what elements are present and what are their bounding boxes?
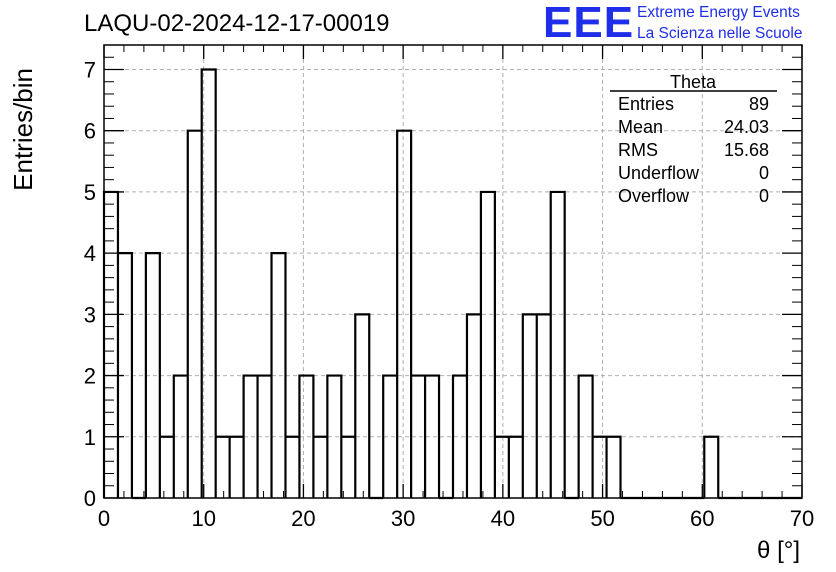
stats-value: 15.68 bbox=[724, 140, 769, 160]
y-tick-label: 3 bbox=[84, 302, 96, 327]
y-tick-label: 2 bbox=[84, 364, 96, 389]
y-axis-label: Entries/bin bbox=[8, 68, 38, 191]
stats-name: Theta bbox=[670, 72, 717, 92]
y-tick-label: 7 bbox=[84, 57, 96, 82]
stats-label: RMS bbox=[618, 140, 658, 160]
y-tick-label: 0 bbox=[84, 486, 96, 511]
y-tick-label: 4 bbox=[84, 241, 96, 266]
x-tick-label: 50 bbox=[590, 506, 614, 531]
stats-label: Mean bbox=[618, 117, 663, 137]
y-tick-label: 1 bbox=[84, 425, 96, 450]
page-title: LAQU-02-2024-12-17-00019 bbox=[84, 10, 390, 37]
eee-logo-line1: Extreme Energy Events bbox=[637, 4, 800, 21]
x-tick-label: 40 bbox=[491, 506, 515, 531]
stats-label: Overflow bbox=[618, 186, 690, 206]
x-tick-label: 10 bbox=[191, 506, 215, 531]
plot-frame bbox=[103, 44, 803, 499]
axis-ticks bbox=[103, 45, 803, 499]
axis-tick-labels: 0 10 20 30 40 50 60 70 0 1 2 3 4 5 6 7 bbox=[84, 57, 814, 531]
histogram-step-line bbox=[102, 68, 802, 500]
eee-logo: EEE bbox=[543, 0, 635, 47]
stats-value: 0 bbox=[759, 163, 769, 183]
x-tick-label: 20 bbox=[291, 506, 315, 531]
x-tick-label: 0 bbox=[98, 506, 110, 531]
stats-label: Entries bbox=[618, 94, 674, 114]
stats-box: Theta Entries 89 Mean 24.03 RMS 15.68 Underflo… bbox=[610, 72, 777, 206]
y-tick-label: 5 bbox=[84, 180, 96, 205]
y-tick-label: 6 bbox=[84, 119, 96, 144]
stats-value: 0 bbox=[759, 186, 769, 206]
grid-lines bbox=[104, 45, 802, 498]
stats-value: 89 bbox=[749, 94, 769, 114]
x-tick-label: 30 bbox=[391, 506, 415, 531]
stats-label: Underflow bbox=[618, 163, 700, 183]
eee-logo-line2: La Scienza nelle Scuole bbox=[637, 25, 803, 42]
stats-value: 24.03 bbox=[724, 117, 769, 137]
x-tick-label: 70 bbox=[790, 506, 814, 531]
x-tick-label: 60 bbox=[690, 506, 714, 531]
x-axis-label: θ [°] bbox=[757, 537, 800, 564]
